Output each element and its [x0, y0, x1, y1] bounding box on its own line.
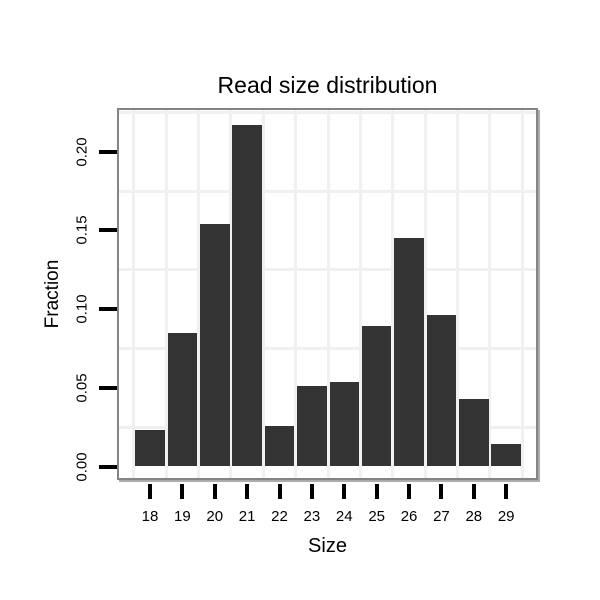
x-tick: [342, 484, 347, 499]
grid-v-line: [423, 110, 427, 478]
y-tick: [99, 149, 117, 154]
grid-v-line: [132, 110, 136, 478]
bar: [491, 444, 521, 467]
grid-v-line: [520, 110, 524, 478]
y-tick: [99, 228, 117, 233]
y-tick: [99, 307, 117, 312]
bar: [167, 332, 198, 467]
grid-v-line: [229, 110, 233, 478]
grid-h-line: [119, 346, 536, 350]
y-tick-label: 0.00: [73, 451, 91, 482]
x-tick-label: 22: [271, 508, 288, 525]
bar: [200, 224, 230, 467]
y-tick-label: 0.20: [73, 137, 91, 167]
bar: [459, 398, 489, 467]
grid-h-line: [119, 189, 536, 193]
grid-v-line: [456, 110, 460, 478]
x-tick: [407, 484, 412, 499]
x-tick: [180, 484, 185, 499]
grid-h-line: [119, 268, 536, 272]
x-tick-label: 28: [465, 508, 483, 525]
grid-v-line: [326, 110, 330, 478]
x-tick: [245, 484, 250, 499]
x-tick-label: 26: [400, 508, 418, 525]
grid-v-line: [261, 110, 265, 478]
y-tick-label: 0.05: [73, 373, 91, 403]
x-tick-label: 29: [497, 508, 515, 525]
grid-v-line: [358, 110, 362, 478]
x-tick-label: 27: [433, 508, 450, 525]
grid-h-line: [119, 110, 536, 114]
y-tick-label: 0.10: [73, 294, 91, 324]
y-tick-label: 0.15: [73, 215, 91, 246]
plot-panel: [117, 108, 538, 480]
x-tick-label: 21: [238, 508, 256, 525]
bar: [297, 386, 327, 467]
bar: [361, 326, 392, 467]
grid-v-line: [197, 110, 201, 478]
x-tick: [277, 484, 282, 499]
x-tick: [309, 484, 314, 499]
x-tick: [148, 484, 152, 499]
y-tick: [99, 385, 117, 390]
bar: [394, 238, 424, 467]
bar: [329, 381, 360, 467]
x-tick: [439, 484, 444, 499]
x-tick-label: 18: [141, 508, 159, 525]
y-axis-label: Fraction: [42, 259, 63, 329]
grid-v-line: [164, 110, 168, 478]
grid-h-line: [119, 425, 536, 429]
x-tick: [471, 484, 476, 499]
bar: [135, 430, 165, 467]
y-tick: [99, 464, 117, 469]
grid-v-line: [294, 110, 298, 478]
x-tick: [504, 484, 509, 499]
x-tick-label: 23: [303, 508, 321, 525]
bar: [426, 315, 457, 467]
grid-v-line: [488, 110, 492, 478]
x-tick-label: 20: [206, 508, 224, 525]
bar: [232, 125, 262, 467]
chart-title: Read size distribution: [217, 72, 438, 98]
bar: [264, 425, 295, 467]
x-tick-label: 19: [174, 508, 191, 525]
x-tick-label: 25: [368, 508, 385, 525]
x-tick-label: 24: [335, 508, 353, 525]
x-tick: [374, 484, 379, 499]
x-tick: [212, 484, 217, 499]
grid-v-line: [391, 110, 395, 478]
x-axis-label: Size: [308, 535, 347, 557]
